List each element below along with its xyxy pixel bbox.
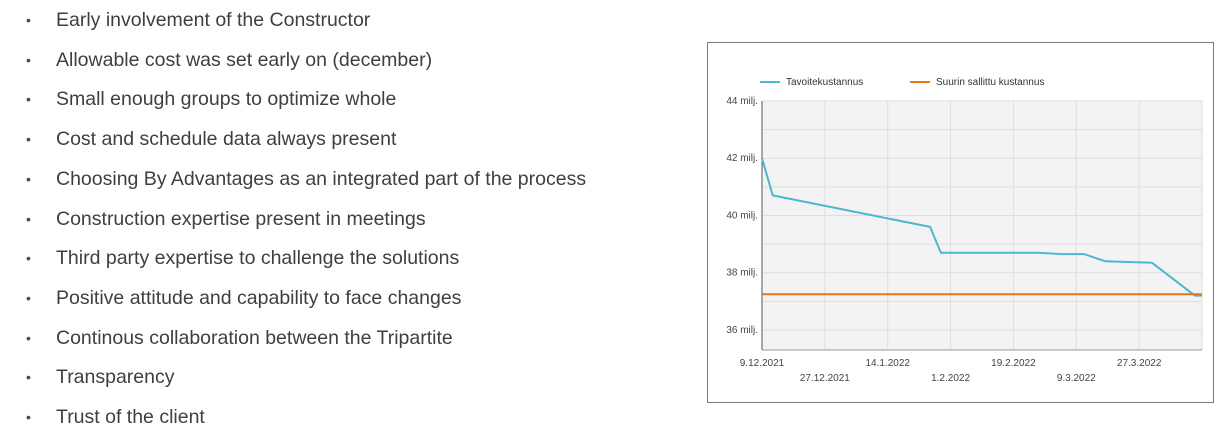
bullet-dot: • (26, 369, 31, 386)
x-tick-label: 9.12.2021 (740, 358, 785, 369)
bullet-text: Positive attitude and capability to face… (56, 286, 462, 309)
bullet-text: Third party expertise to challenge the s… (56, 247, 460, 270)
bullet-dot: • (26, 12, 31, 28)
plot-area (762, 101, 1202, 350)
bullet-dot: • (26, 210, 31, 227)
series-layer (761, 157, 1202, 297)
y-tick-label: 42 milj. (726, 153, 758, 164)
bullet-dot: • (26, 289, 31, 306)
y-tick-label: 40 milj. (726, 210, 758, 221)
bullet-text: Early involvement of the Constructor (56, 9, 371, 31)
legend-label: Suurin sallittu kustannus (936, 77, 1044, 88)
line-chart: 44 milj. 42 milj. 40 milj. 38 milj. 36 milj.… (726, 77, 1203, 384)
bullet-dot: • (26, 51, 31, 68)
bullet-text: Transparency (56, 366, 175, 389)
y-tick-label: 36 milj. (726, 325, 758, 336)
grid-layer (761, 100, 1203, 350)
bullet-dot: • (26, 250, 31, 267)
bullet-text: Small enough groups to optimize whole (56, 88, 397, 111)
bullet-text: Continous collaboration between the Trip… (56, 326, 453, 349)
y-tick-label: 38 milj. (726, 268, 758, 279)
x-tick-label: 27.3.2022 (1117, 358, 1162, 369)
series-line-tavoitekustannus (761, 157, 1202, 297)
bullet-text: Choosing By Advantages as an integrated … (56, 167, 587, 190)
bullet-dot: • (26, 409, 31, 425)
x-tick-label: 14.1.2022 (865, 358, 910, 369)
x-tick-label: 1.2.2022 (931, 373, 970, 384)
legend-label: Tavoitekustannus (786, 77, 863, 88)
x-tick-label: 9.3.2022 (1057, 373, 1096, 384)
bullet-text: Allowable cost was set early on (decembe… (56, 48, 433, 71)
chart-frame: 44 milj. 42 milj. 40 milj. 38 milj. 36 milj.… (707, 42, 1214, 403)
bullet-dot: • (26, 329, 31, 346)
bullet-dot: • (26, 131, 31, 148)
x-tick-label: 27.12.2021 (800, 373, 850, 384)
axis-layer: 44 milj. 42 milj. 40 milj. 38 milj. 36 milj.… (726, 96, 1202, 384)
x-tick-label: 19.2.2022 (991, 358, 1036, 369)
bullet-dot: • (26, 91, 31, 108)
legend: Tavoitekustannus Suurin sallittu kustannu… (760, 77, 1044, 88)
bullet-dot: • (26, 170, 31, 187)
bullet-text: Trust of the client (56, 406, 205, 428)
y-tick-label: 44 milj. (726, 96, 758, 107)
bullet-text: Cost and schedule data always present (56, 128, 397, 151)
bullet-text: Construction expertise present in meetin… (56, 207, 426, 230)
